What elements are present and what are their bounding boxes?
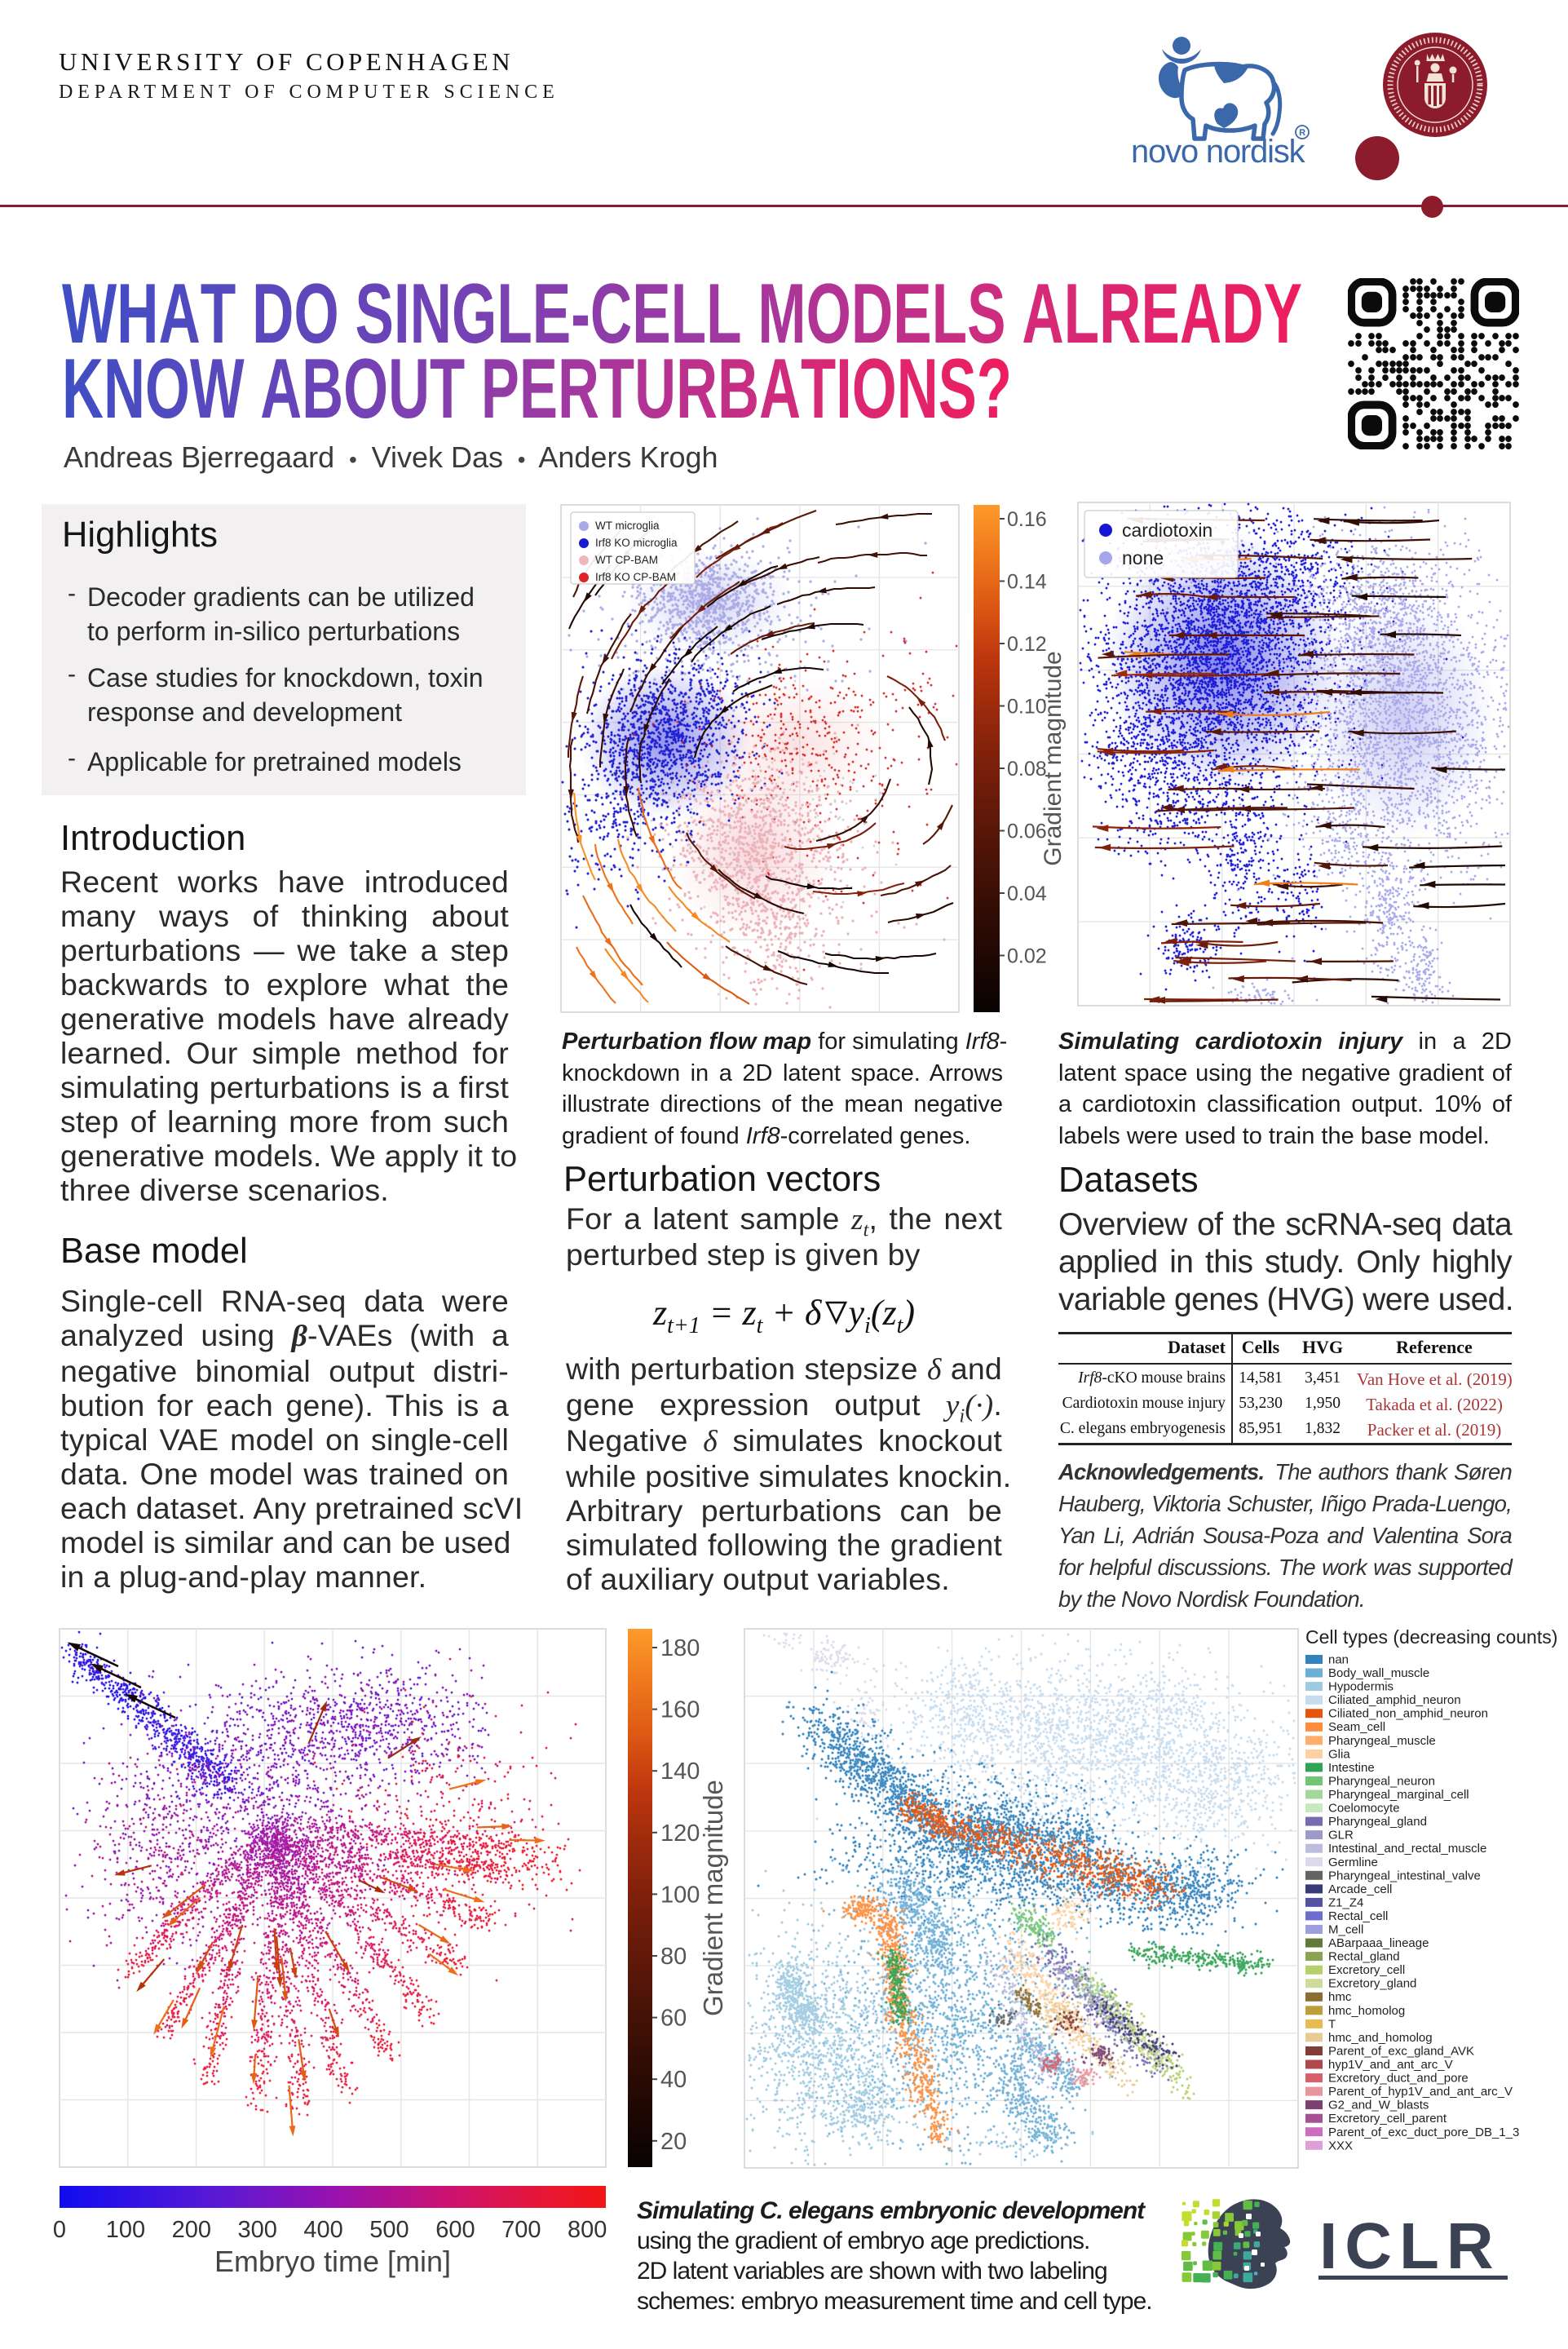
svg-text:0.14: 0.14	[1007, 571, 1047, 594]
svg-text:80: 80	[660, 1944, 687, 1970]
svg-text:Pharyngeal_intestinal_valve: Pharyngeal_intestinal_valve	[1328, 1869, 1481, 1882]
svg-text:0.10: 0.10	[1007, 696, 1047, 719]
svg-text:Hypodermis: Hypodermis	[1328, 1680, 1394, 1694]
svg-text:hmc_and_homolog: hmc_and_homolog	[1328, 2031, 1433, 2045]
svg-text:180: 180	[660, 1635, 700, 1661]
svg-text:hyp1V_and_ant_arc_V: hyp1V_and_ant_arc_V	[1328, 2058, 1453, 2072]
svg-text:Parent_of_hyp1V_and_ant_arc_V: Parent_of_hyp1V_and_ant_arc_V	[1328, 2085, 1513, 2099]
svg-text:Arcade_cell: Arcade_cell	[1328, 1882, 1392, 1896]
svg-text:0.02: 0.02	[1007, 945, 1047, 968]
svg-text:600: 600	[435, 2217, 475, 2243]
svg-text:0.04: 0.04	[1007, 883, 1047, 905]
svg-text:WT CP-BAM: WT CP-BAM	[595, 554, 658, 566]
svg-text:140: 140	[660, 1758, 700, 1785]
svg-text:60: 60	[660, 2006, 687, 2032]
svg-text:160: 160	[660, 1697, 700, 1723]
svg-text:hmc: hmc	[1328, 1990, 1352, 2004]
svg-text:Germline: Germline	[1328, 1856, 1378, 1869]
svg-text:nan: nan	[1328, 1653, 1349, 1667]
svg-text:Cell types (decreasing counts): Cell types (decreasing counts)	[1305, 1626, 1557, 1648]
svg-text:T: T	[1328, 2017, 1336, 2031]
svg-text:Pharyngeal_muscle: Pharyngeal_muscle	[1328, 1734, 1436, 1748]
svg-text:Body_wall_muscle: Body_wall_muscle	[1328, 1666, 1429, 1680]
svg-text:none: none	[1122, 547, 1164, 568]
svg-text:cardiotoxin: cardiotoxin	[1122, 520, 1212, 541]
svg-text:Rectal_cell: Rectal_cell	[1328, 1909, 1388, 1923]
svg-text:300: 300	[238, 2217, 277, 2243]
svg-text:0: 0	[53, 2217, 66, 2243]
svg-text:20: 20	[660, 2129, 687, 2155]
svg-text:Ciliated_non_amphid_neuron: Ciliated_non_amphid_neuron	[1328, 1707, 1488, 1721]
svg-text:Excretory_gland: Excretory_gland	[1328, 1977, 1416, 1991]
svg-text:GLR: GLR	[1328, 1829, 1354, 1842]
svg-text:500: 500	[369, 2217, 409, 2243]
svg-text:Glia: Glia	[1328, 1747, 1350, 1761]
svg-text:400: 400	[303, 2217, 342, 2243]
svg-text:0.06: 0.06	[1007, 821, 1047, 843]
svg-text:M_cell: M_cell	[1328, 1923, 1363, 1937]
svg-text:ABarpaaa_lineage: ABarpaaa_lineage	[1328, 1936, 1429, 1950]
svg-text:120: 120	[660, 1820, 700, 1847]
svg-text:Parent_of_exc_duct_pore_DB_1_3: Parent_of_exc_duct_pore_DB_1_3	[1328, 2126, 1519, 2139]
svg-text:Excretory_cell_parent: Excretory_cell_parent	[1328, 2112, 1447, 2126]
svg-text:700: 700	[501, 2217, 541, 2243]
svg-text:XXX: XXX	[1328, 2139, 1353, 2152]
svg-text:Excretory_cell: Excretory_cell	[1328, 1963, 1405, 1977]
svg-text:Intestinal_and_rectal_muscle: Intestinal_and_rectal_muscle	[1328, 1842, 1486, 1856]
svg-text:hmc_homolog: hmc_homolog	[1328, 2004, 1405, 2018]
svg-text:Gradient magnitude: Gradient magnitude	[698, 1780, 728, 2016]
svg-text:Gradient magnitude: Gradient magnitude	[1040, 651, 1067, 866]
svg-text:Irf8 KO microglia: Irf8 KO microglia	[595, 537, 678, 549]
svg-text:Excretory_duct_and_pore: Excretory_duct_and_pore	[1328, 2072, 1469, 2086]
svg-text:Intestine: Intestine	[1328, 1761, 1375, 1775]
svg-text:0.08: 0.08	[1007, 758, 1047, 781]
svg-text:Embryo time [min]: Embryo time [min]	[214, 2245, 451, 2278]
svg-text:800: 800	[568, 2217, 607, 2243]
svg-text:0.12: 0.12	[1007, 633, 1047, 656]
svg-text:Pharyngeal_marginal_cell: Pharyngeal_marginal_cell	[1328, 1788, 1469, 1802]
svg-text:Pharyngeal_gland: Pharyngeal_gland	[1328, 1815, 1427, 1829]
svg-text:200: 200	[172, 2217, 211, 2243]
svg-text:Seam_cell: Seam_cell	[1328, 1720, 1385, 1734]
svg-text:Z1_Z4: Z1_Z4	[1328, 1896, 1363, 1909]
svg-text:Parent_of_exc_gland_AVK: Parent_of_exc_gland_AVK	[1328, 2045, 1474, 2059]
svg-text:G2_and_W_blasts: G2_and_W_blasts	[1328, 2099, 1429, 2112]
svg-text:WT microglia: WT microglia	[595, 520, 660, 532]
svg-text:100: 100	[660, 1882, 700, 1908]
svg-text:40: 40	[660, 2067, 687, 2093]
svg-text:Pharyngeal_neuron: Pharyngeal_neuron	[1328, 1775, 1435, 1789]
svg-text:100: 100	[106, 2217, 145, 2243]
svg-text:0.16: 0.16	[1007, 508, 1047, 531]
svg-text:Irf8 KO CP-BAM: Irf8 KO CP-BAM	[595, 571, 676, 583]
svg-text:Rectal_gland: Rectal_gland	[1328, 1950, 1400, 1964]
svg-text:Ciliated_amphid_neuron: Ciliated_amphid_neuron	[1328, 1693, 1461, 1707]
svg-text:Coelomocyte: Coelomocyte	[1328, 1802, 1400, 1816]
